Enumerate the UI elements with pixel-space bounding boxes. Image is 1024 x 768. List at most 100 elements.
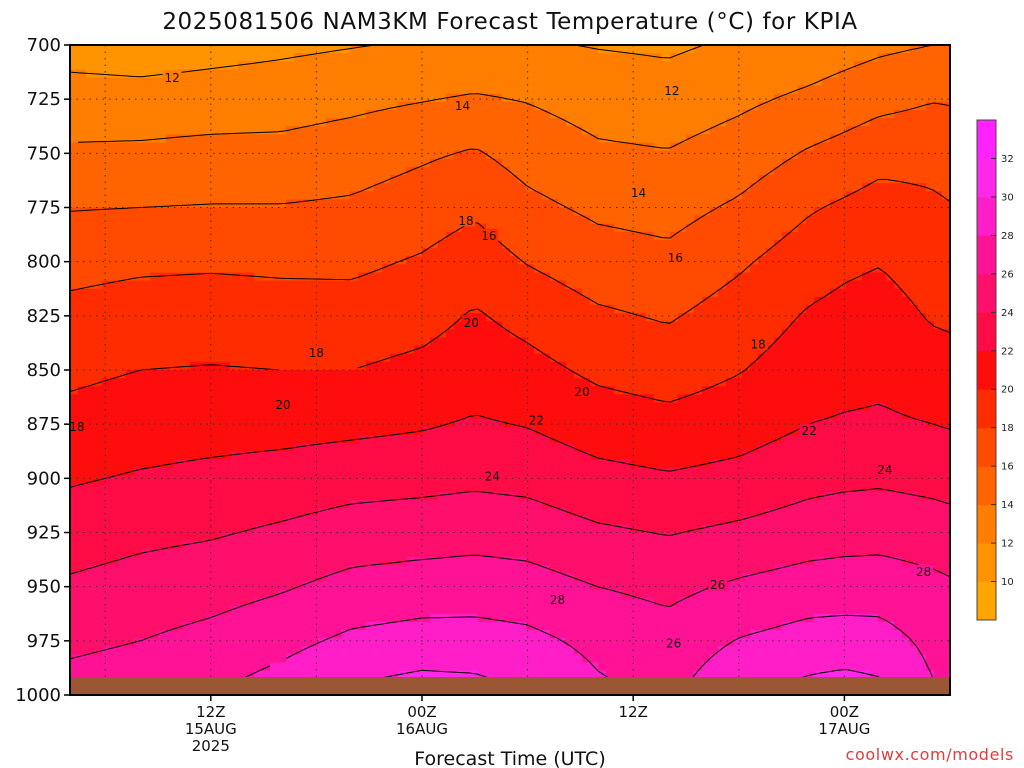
field-cell bbox=[254, 329, 263, 339]
field-cell bbox=[790, 361, 799, 371]
field-cell bbox=[406, 248, 415, 257]
field-cell bbox=[310, 191, 319, 200]
field-cell bbox=[902, 93, 911, 103]
field-cell bbox=[118, 361, 127, 371]
field-cell bbox=[710, 264, 719, 274]
field-cell bbox=[214, 353, 223, 363]
field-cell bbox=[742, 378, 751, 387]
field-cell bbox=[390, 264, 399, 274]
field-cell bbox=[638, 77, 647, 87]
field-cell bbox=[294, 223, 303, 233]
field-cell bbox=[454, 256, 463, 265]
field-cell bbox=[238, 329, 247, 339]
field-cell bbox=[70, 118, 79, 127]
field-cell bbox=[150, 199, 159, 209]
field-cell bbox=[830, 378, 839, 387]
field-cell bbox=[142, 191, 151, 200]
field-cell bbox=[158, 345, 167, 355]
field-cell bbox=[662, 191, 671, 200]
field-cell bbox=[862, 231, 871, 241]
field-cell bbox=[798, 370, 807, 379]
field-cell bbox=[470, 93, 479, 103]
field-cell bbox=[126, 158, 135, 168]
field-cell bbox=[102, 134, 111, 144]
field-cell bbox=[214, 378, 223, 387]
field-cell bbox=[518, 183, 527, 192]
field-cell bbox=[638, 223, 647, 233]
field-cell bbox=[374, 248, 383, 257]
field-cell bbox=[238, 215, 247, 225]
field-cell bbox=[302, 280, 311, 290]
field-cell bbox=[838, 183, 847, 192]
field-cell bbox=[822, 215, 831, 225]
field-cell bbox=[870, 101, 879, 111]
field-cell bbox=[606, 386, 615, 395]
field-cell bbox=[630, 345, 639, 355]
field-cell bbox=[630, 110, 639, 119]
field-cell bbox=[758, 61, 767, 70]
field-cell bbox=[510, 183, 519, 192]
field-cell bbox=[774, 370, 783, 379]
field-cell bbox=[158, 93, 167, 103]
field-cell bbox=[550, 150, 559, 160]
field-cell bbox=[814, 248, 823, 257]
field-cell bbox=[550, 280, 559, 290]
field-cell bbox=[702, 61, 711, 70]
field-cell bbox=[838, 110, 847, 119]
field-cell bbox=[702, 313, 711, 322]
field-cell bbox=[382, 93, 391, 103]
field-cell bbox=[438, 305, 447, 314]
field-cell bbox=[798, 150, 807, 160]
field-cell bbox=[182, 345, 191, 355]
field-cell bbox=[334, 77, 343, 87]
field-cell bbox=[278, 215, 287, 225]
field-cell bbox=[838, 386, 847, 395]
field-cell bbox=[110, 280, 119, 290]
field-cell bbox=[870, 264, 879, 274]
field-cell bbox=[134, 378, 143, 387]
field-cell bbox=[390, 296, 399, 306]
field-cell bbox=[694, 142, 703, 152]
field-cell bbox=[862, 207, 871, 217]
field-cell bbox=[870, 166, 879, 176]
field-cell bbox=[390, 313, 399, 322]
field-cell bbox=[902, 240, 911, 249]
field-cell bbox=[822, 240, 831, 249]
field-cell bbox=[310, 296, 319, 306]
field-cell bbox=[726, 280, 735, 290]
field-cell bbox=[422, 126, 431, 135]
field-cell bbox=[350, 288, 359, 298]
field-cell bbox=[278, 288, 287, 298]
field-cell bbox=[158, 337, 167, 347]
field-cell bbox=[366, 272, 375, 282]
field-cell bbox=[838, 85, 847, 95]
field-cell bbox=[630, 150, 639, 160]
field-cell bbox=[534, 61, 543, 70]
field-cell bbox=[582, 175, 591, 184]
field-cell bbox=[102, 191, 111, 200]
field-cell bbox=[646, 353, 655, 363]
field-cell bbox=[166, 183, 175, 192]
field-cell bbox=[406, 345, 415, 355]
field-cell bbox=[478, 101, 487, 111]
field-cell bbox=[454, 53, 463, 62]
field-cell bbox=[822, 296, 831, 306]
field-cell bbox=[254, 183, 263, 192]
field-cell bbox=[222, 296, 231, 306]
field-cell bbox=[542, 101, 551, 111]
field-cell bbox=[214, 61, 223, 70]
field-cell bbox=[182, 353, 191, 363]
field-cell bbox=[126, 288, 135, 298]
field-cell bbox=[718, 329, 727, 339]
field-cell bbox=[886, 313, 895, 322]
field-cell bbox=[774, 142, 783, 152]
field-cell bbox=[422, 321, 431, 330]
field-cell bbox=[566, 248, 575, 257]
field-cell bbox=[550, 264, 559, 274]
field-cell bbox=[662, 150, 671, 160]
field-cell bbox=[470, 272, 479, 282]
field-cell bbox=[438, 231, 447, 241]
field-cell bbox=[134, 345, 143, 355]
field-cell bbox=[774, 345, 783, 355]
field-cell bbox=[166, 280, 175, 290]
